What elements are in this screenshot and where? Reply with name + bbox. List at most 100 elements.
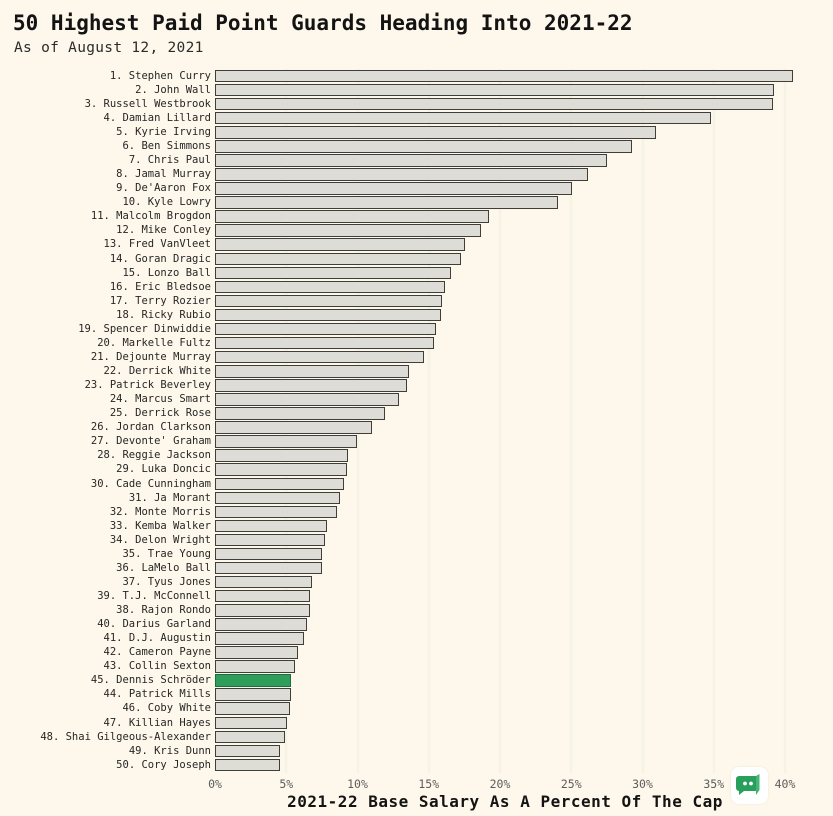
player-label: 16. Eric Bledsoe (109, 280, 211, 293)
player-label: 46. Coby White (122, 702, 211, 715)
salary-bar (215, 702, 290, 715)
player-label: 47. Killian Hayes (103, 716, 211, 729)
bar-row: 10. Kyle Lowry (0, 196, 558, 210)
bar-row: 30. Cade Cunningham (0, 477, 344, 491)
bar-row: 9. De'Aaron Fox (0, 181, 572, 195)
player-label: 18. Ricky Rubio (116, 308, 211, 321)
bar-row: 17. Terry Rozier (0, 294, 443, 308)
salary-bar (215, 632, 304, 645)
gridline-35 (712, 69, 715, 773)
chat-bubble-icon (731, 767, 768, 804)
player-label: 2. John Wall (135, 83, 211, 96)
bar-row: 43. Collin Sexton (0, 660, 296, 674)
x-tick-label: 10% (347, 777, 368, 791)
player-label: 50. Cory Joseph (116, 758, 211, 771)
salary-bar (215, 618, 307, 631)
salary-bar (215, 421, 373, 434)
gridline-20 (499, 69, 501, 773)
bar-row: 48. Shai Gilgeous-Alexander (0, 730, 286, 744)
bar-row: 2. John Wall (0, 83, 775, 97)
player-label: 17. Terry Rozier (109, 294, 211, 307)
player-label: 27. Devonte' Graham (90, 435, 211, 448)
salary-bar (215, 168, 588, 181)
bar-row: 33. Kemba Walker (0, 519, 327, 533)
player-label: 44. Patrick Mills (103, 688, 211, 701)
salary-bar (215, 280, 445, 294)
bar-row: 44. Patrick Mills (0, 688, 292, 702)
salary-bar (215, 238, 465, 251)
player-label: 14. Goran Dragic (109, 252, 211, 265)
player-label: 7. Chris Paul (128, 154, 211, 167)
bar-row: 49. Kris Dunn (0, 744, 280, 758)
player-label: 15. Lonzo Ball (122, 266, 211, 279)
salary-bar (215, 716, 287, 730)
salary-bar (215, 154, 608, 167)
salary-bar (215, 547, 323, 561)
bar-row: 21. Dejounte Murray (0, 350, 424, 364)
page-subtitle: As of August 12, 2021 (14, 40, 204, 56)
salary-bar (215, 589, 310, 603)
salary-bar (215, 533, 326, 547)
salary-bar (215, 224, 481, 237)
player-label: 33. Kemba Walker (109, 519, 211, 532)
salary-bar (215, 449, 349, 462)
x-tick-label: 5% (279, 777, 294, 791)
player-label: 48. Shai Gilgeous-Alexander (40, 730, 211, 743)
player-label: 5. Kyrie Irving (116, 126, 211, 138)
player-label: 36. LaMelo Ball (116, 561, 211, 574)
player-label: 8. Jamal Murray (116, 168, 211, 181)
player-label: 40. Darius Garland (97, 618, 211, 631)
player-label: 26. Jordan Clarkson (90, 421, 211, 434)
salary-bar (215, 435, 357, 448)
salary-bar (215, 266, 451, 280)
salary-bar (215, 365, 410, 378)
salary-bar (215, 393, 400, 406)
gridline-40 (784, 69, 786, 773)
bar-row: 38. Rajon Rondo (0, 603, 310, 617)
bar-row: 5. Kyrie Irving (0, 125, 656, 139)
salary-bar (215, 350, 424, 364)
bar-row: 16. Eric Bledsoe (0, 280, 445, 294)
player-label: 35. Trae Young (122, 547, 211, 560)
gridline-15 (427, 69, 430, 773)
bar-row: 40. Darius Garland (0, 617, 307, 631)
player-label: 41. D.J. Augustin (103, 632, 211, 645)
bar-row: 7. Chris Paul (0, 153, 608, 167)
gridline-25 (570, 69, 573, 773)
player-label: 12. Mike Conley (116, 224, 211, 237)
salary-bar (215, 140, 632, 153)
bar-row: 28. Reggie Jackson (0, 449, 349, 463)
bar-row: 39. T.J. McConnell (0, 589, 310, 603)
salary-bar (215, 519, 327, 533)
salary-bar (215, 69, 793, 83)
player-label: 38. Rajon Rondo (116, 604, 211, 617)
salary-bar (215, 688, 292, 701)
bar-row: 20. Markelle Fultz (0, 336, 434, 350)
bar-row: 42. Cameron Payne (0, 645, 299, 659)
player-label: 29. Luka Doncic (116, 463, 211, 476)
salary-bar (215, 660, 296, 673)
salary-bar (215, 561, 323, 575)
gridline-5 (285, 69, 288, 773)
salary-bar (215, 758, 280, 772)
bar-row: 1. Stephen Curry (0, 69, 793, 83)
player-label: 34. Delon Wright (109, 533, 211, 546)
x-tick-label: 0% (208, 777, 222, 791)
salary-bar (215, 744, 280, 758)
bar-row: 46. Coby White (0, 702, 290, 716)
bar-row: 19. Spencer Dinwiddie (0, 322, 437, 336)
salary-bar (215, 491, 340, 505)
player-label: 24. Marcus Smart (109, 393, 211, 406)
player-label: 3. Russell Westbrook (84, 97, 211, 110)
salary-bar (215, 83, 775, 97)
player-label: 6. Ben Simmons (122, 140, 211, 153)
bar-row: 29. Luka Doncic (0, 463, 347, 477)
player-label: 37. Tyus Jones (122, 575, 211, 588)
salary-bar (215, 505, 337, 519)
bar-row: 37. Tyus Jones (0, 575, 313, 589)
gridline-30 (641, 69, 644, 773)
salary-bar (215, 463, 347, 476)
bar-row: 41. D.J. Augustin (0, 631, 304, 645)
bar-row: 27. Devonte' Graham (0, 435, 357, 449)
bar-row: 4. Damian Lillard (0, 111, 712, 125)
